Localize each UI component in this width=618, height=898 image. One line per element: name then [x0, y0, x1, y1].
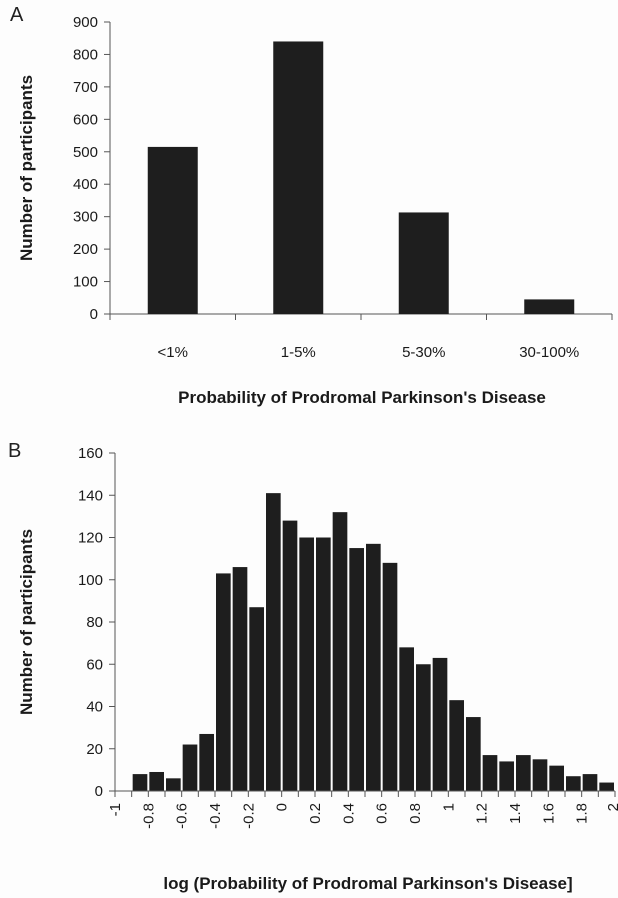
- y-tick-label: 0: [95, 783, 103, 800]
- histogram-bar: [216, 573, 231, 791]
- y-tick-label: 80: [86, 614, 103, 631]
- x-tick-label: 1.4: [507, 803, 524, 824]
- x-axis-title: Probability of Prodromal Parkinson's Dis…: [178, 388, 546, 407]
- y-tick-label: 40: [86, 699, 103, 716]
- y-tick-label: 0: [90, 306, 98, 323]
- bar: [147, 146, 198, 314]
- histogram-bar: [516, 755, 531, 791]
- x-tick-label: 0.4: [340, 803, 357, 824]
- histogram-bar: [549, 765, 564, 791]
- histogram-bar: [499, 761, 514, 791]
- x-tick-label: 0.8: [407, 803, 424, 824]
- x-tick-label: 30-100%: [519, 344, 579, 361]
- x-tick-label: <1%: [158, 344, 188, 361]
- histogram-bar: [299, 537, 314, 791]
- histogram-bar: [416, 664, 431, 791]
- y-tick-label: 100: [73, 274, 98, 291]
- histogram-bar: [482, 755, 498, 791]
- x-tick-label: 1.8: [574, 803, 591, 824]
- histogram-bar: [332, 512, 348, 791]
- histogram-bar: [599, 782, 614, 791]
- x-tick-label: 1.6: [540, 803, 557, 824]
- x-tick-label: -0.2: [240, 803, 257, 829]
- histogram-bar: [449, 700, 464, 791]
- y-tick-label: 140: [78, 487, 103, 504]
- y-tick-label: 20: [86, 741, 103, 758]
- x-tick-label: 0.6: [374, 803, 391, 824]
- x-tick-label: 0: [274, 803, 291, 811]
- histogram-bar: [566, 776, 581, 791]
- histogram-bar: [466, 717, 481, 791]
- histogram-bar: [366, 543, 381, 791]
- y-tick-label: 800: [73, 46, 98, 63]
- y-tick-label: 200: [73, 241, 98, 258]
- histogram-bar: [132, 774, 148, 791]
- histogram-bar: [382, 562, 398, 791]
- histogram-bar: [182, 744, 198, 791]
- x-tick-label: 1-5%: [281, 344, 316, 361]
- histogram-bar: [232, 567, 248, 791]
- x-axis-title: log (Probability of Prodromal Parkinson'…: [163, 874, 572, 893]
- y-tick-label: 500: [73, 144, 98, 161]
- y-tick-label: 300: [73, 209, 98, 226]
- histogram-bar: [282, 520, 298, 791]
- y-tick-label: 600: [73, 111, 98, 128]
- y-tick-label: 120: [78, 530, 103, 547]
- panel-label-b: B: [8, 440, 22, 462]
- y-tick-label: 100: [78, 572, 103, 589]
- histogram-bar: [349, 548, 364, 791]
- histogram-bar: [532, 759, 548, 791]
- histogram-bar: [399, 647, 414, 791]
- x-tick-label: -1: [107, 803, 124, 816]
- x-tick-label: 2: [605, 803, 618, 811]
- chart-panel-b: B 0 20 40 60 80 100 120 140 160 -1 -0.8 -0.6 -0.4 -0.…: [0, 440, 618, 898]
- bar: [398, 212, 449, 314]
- y-tick-label: 60: [86, 656, 103, 673]
- panel-label-a: A: [10, 4, 24, 26]
- x-tick-label: -0.8: [140, 803, 157, 829]
- y-axis-title: Number of participants: [17, 75, 36, 261]
- bar-chart-a: 0 100 200 300 400 500 600 700 800 900 <1% 1-5% 5-30%…: [17, 14, 613, 407]
- x-tick-label: 1.2: [474, 803, 491, 824]
- histogram-bar: [149, 771, 164, 791]
- x-tick-label: 5-30%: [402, 344, 445, 361]
- y-tick-label: 400: [73, 176, 98, 193]
- bar: [273, 41, 324, 314]
- histogram-bar: [582, 774, 598, 791]
- histogram-bar: [166, 778, 181, 791]
- y-tick-label: 700: [73, 79, 98, 96]
- y-tick-label: 900: [73, 14, 98, 31]
- histogram-bar: [316, 537, 331, 791]
- y-tick-label: 160: [78, 445, 103, 462]
- histogram-bar: [266, 493, 281, 791]
- histogram-bar: [249, 607, 264, 791]
- bar: [524, 299, 575, 314]
- histogram-bar: [199, 733, 214, 791]
- y-axis-title: Number of participants: [17, 529, 36, 715]
- x-tick-label: 0.2: [307, 803, 324, 824]
- x-tick-label: -0.6: [174, 803, 191, 829]
- x-tick-label: -0.4: [207, 803, 224, 829]
- chart-panel-a: A 0 100 200 300 400 500 600 700 800 900 <1% 1-5% 5-3…: [0, 0, 618, 440]
- histogram-bar: [432, 657, 448, 791]
- x-tick-label: 1: [440, 803, 457, 811]
